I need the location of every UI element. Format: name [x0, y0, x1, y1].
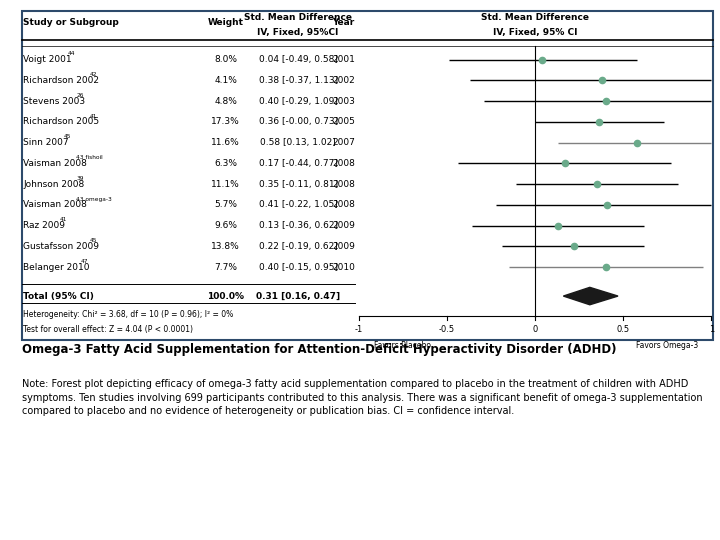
Text: 9.6%: 9.6% [214, 221, 237, 230]
Text: 4.8%: 4.8% [214, 97, 237, 105]
Text: Raz 2009: Raz 2009 [23, 221, 65, 230]
Text: 44: 44 [68, 51, 76, 57]
Text: 6.3%: 6.3% [214, 159, 237, 168]
Text: Richardson 2005: Richardson 2005 [23, 117, 99, 126]
Text: Weight: Weight [207, 18, 243, 27]
Text: Belanger 2010: Belanger 2010 [23, 262, 89, 272]
Text: Test for overall effect: Z = 4.04 (P < 0.0001): Test for overall effect: Z = 4.04 (P < 0… [23, 325, 193, 334]
Text: 100.0%: 100.0% [207, 292, 244, 301]
Text: -0.5: -0.5 [439, 325, 455, 334]
Text: Bloch MH, Qawasmi A. Omega-3 Fatty Acid Supplementation for the Treatment of Chi: Bloch MH, Qawasmi A. Omega-3 Fatty Acid … [291, 464, 691, 511]
Text: 0: 0 [533, 325, 538, 334]
Text: Johnson 2008: Johnson 2008 [23, 180, 84, 188]
Text: 13.8%: 13.8% [211, 242, 240, 251]
Text: 42: 42 [89, 72, 96, 77]
Text: Total (95% CI): Total (95% CI) [23, 292, 94, 301]
Text: 26: 26 [76, 93, 84, 98]
Text: 0.38 [-0.37, 1.13]: 0.38 [-0.37, 1.13] [258, 76, 338, 85]
Text: 0.22 [-0.19, 0.62]: 0.22 [-0.19, 0.62] [258, 242, 338, 251]
Text: 2003: 2003 [332, 97, 355, 105]
Text: 2008: 2008 [332, 200, 355, 210]
Text: IV, Fixed, 95% CI: IV, Fixed, 95% CI [493, 28, 577, 37]
Text: Year: Year [333, 18, 355, 27]
Text: 41: 41 [89, 114, 96, 119]
Text: 0.04 [-0.49, 0.58]: 0.04 [-0.49, 0.58] [258, 55, 338, 64]
Text: Std. Mean Difference: Std. Mean Difference [481, 13, 589, 22]
Text: 1: 1 [708, 325, 714, 334]
Text: 4.1%: 4.1% [214, 76, 237, 85]
Text: 2005: 2005 [332, 117, 355, 126]
Text: 0.17 [-0.44, 0.77]: 0.17 [-0.44, 0.77] [258, 159, 338, 168]
Text: Stevens 2003: Stevens 2003 [23, 97, 85, 105]
Text: 0.41 [-0.22, 1.05]: 0.41 [-0.22, 1.05] [258, 200, 338, 210]
Text: Note: Forest plot depicting efficacy of omega-3 fatty acid supplementation compa: Note: Forest plot depicting efficacy of … [22, 379, 702, 416]
Text: Sinn 2007: Sinn 2007 [23, 138, 68, 147]
Text: 2008: 2008 [332, 180, 355, 188]
Text: Voigt 2001: Voigt 2001 [23, 55, 71, 64]
Text: 11.6%: 11.6% [211, 138, 240, 147]
Text: 39: 39 [76, 176, 84, 181]
Text: Favors Placebo: Favors Placebo [374, 341, 431, 350]
Text: 43 fishoil: 43 fishoil [76, 155, 103, 160]
Text: 5.7%: 5.7% [214, 200, 237, 210]
Text: 11.1%: 11.1% [211, 180, 240, 188]
Text: 0.13 [-0.36, 0.62]: 0.13 [-0.36, 0.62] [258, 221, 338, 230]
Text: Vaisman 2008: Vaisman 2008 [23, 200, 87, 210]
Text: 2007: 2007 [332, 138, 355, 147]
Text: 7.7%: 7.7% [214, 262, 237, 272]
Text: -1: -1 [355, 325, 363, 334]
Text: 47: 47 [81, 259, 89, 264]
Text: Favors Omega-3: Favors Omega-3 [636, 341, 698, 350]
Text: 2009: 2009 [332, 242, 355, 251]
Text: 45: 45 [89, 238, 96, 243]
Text: 17.3%: 17.3% [211, 117, 240, 126]
Text: 0.36 [-0.00, 0.73]: 0.36 [-0.00, 0.73] [258, 117, 338, 126]
Text: 0.40 [-0.29, 1.09]: 0.40 [-0.29, 1.09] [258, 97, 338, 105]
Text: Study or Subgroup: Study or Subgroup [23, 18, 119, 27]
Text: Gustafsson 2009: Gustafsson 2009 [23, 242, 99, 251]
Text: Richardson 2002: Richardson 2002 [23, 76, 99, 85]
Text: 8.0%: 8.0% [214, 55, 237, 64]
Text: 43 omega-3: 43 omega-3 [76, 197, 112, 202]
Polygon shape [563, 287, 618, 305]
Text: Std. Mean Difference: Std. Mean Difference [244, 13, 352, 22]
Text: 0.35 [-0.11, 0.81]: 0.35 [-0.11, 0.81] [258, 180, 338, 188]
Text: IV, Fixed, 95%CI: IV, Fixed, 95%CI [257, 28, 339, 37]
Text: 2008: 2008 [332, 159, 355, 168]
Text: 0.40 [-0.15, 0.95]: 0.40 [-0.15, 0.95] [258, 262, 338, 272]
Text: 2002: 2002 [333, 76, 355, 85]
Text: 45: 45 [63, 134, 71, 139]
Text: 0.58 [0.13, 1.02]: 0.58 [0.13, 1.02] [260, 138, 336, 147]
Text: 0.5: 0.5 [617, 325, 630, 334]
Text: 2010: 2010 [332, 262, 355, 272]
Text: Omega-3 Fatty Acid Supplementation for Attention-Deficit Hyperactivity Disorder : Omega-3 Fatty Acid Supplementation for A… [22, 343, 616, 356]
Text: 2009: 2009 [332, 221, 355, 230]
Text: Heterogeneity: Chi² = 3.68, df = 10 (P = 0.96); I² = 0%: Heterogeneity: Chi² = 3.68, df = 10 (P =… [23, 310, 233, 319]
Text: 0.31 [0.16, 0.47]: 0.31 [0.16, 0.47] [256, 292, 340, 301]
Text: 41: 41 [59, 218, 67, 222]
Text: Vaisman 2008: Vaisman 2008 [23, 159, 87, 168]
Text: 2001: 2001 [332, 55, 355, 64]
